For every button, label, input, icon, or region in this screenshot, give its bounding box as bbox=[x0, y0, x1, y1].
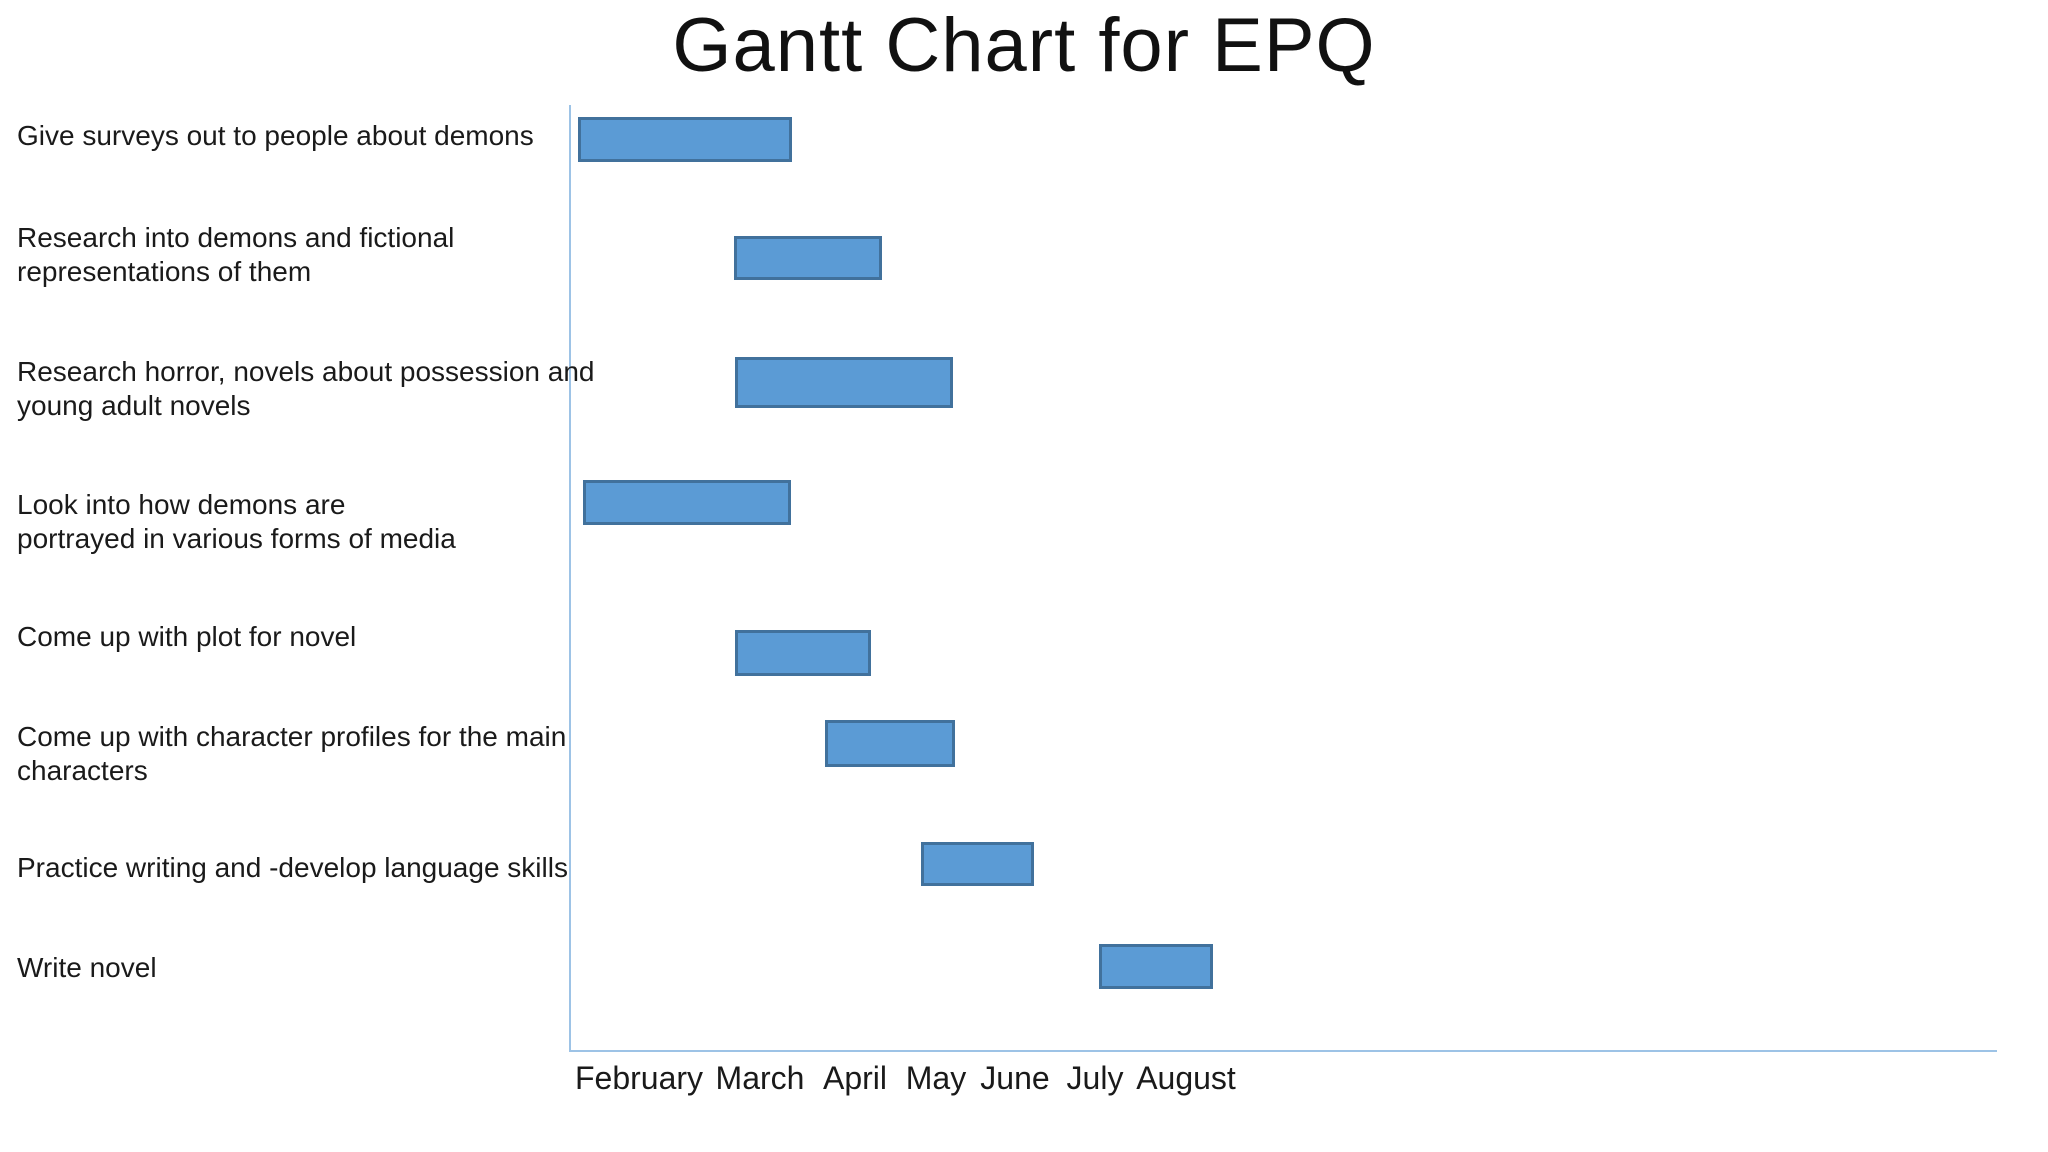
gantt-bar bbox=[734, 236, 882, 280]
x-axis-tick-label: May bbox=[905, 1060, 967, 1096]
x-axis-tick-label: February bbox=[574, 1060, 704, 1096]
x-axis-tick-label: June bbox=[980, 1060, 1050, 1096]
task-label: Give surveys out to people about demons bbox=[17, 120, 534, 151]
x-axis-tick-label: April bbox=[822, 1060, 888, 1096]
gantt-bar bbox=[735, 630, 871, 676]
task-label: Come up with character profiles for the … bbox=[17, 721, 567, 786]
y-axis-line bbox=[569, 105, 571, 1051]
task-label: Research into demons and fictional repres… bbox=[17, 222, 455, 287]
task-label: Look into how demons are portrayed in var… bbox=[17, 489, 456, 554]
gantt-bar bbox=[921, 842, 1034, 886]
gantt-bar bbox=[1099, 944, 1213, 989]
gantt-bar bbox=[583, 480, 791, 525]
gantt-bar bbox=[825, 720, 955, 767]
gantt-bar bbox=[578, 117, 792, 162]
task-label: Practice writing and -develop language s… bbox=[17, 852, 568, 883]
x-axis-tick-label: August bbox=[1136, 1060, 1236, 1096]
task-label: Come up with plot for novel bbox=[17, 621, 357, 652]
x-axis-line bbox=[569, 1050, 1997, 1052]
x-axis-tick-label: March bbox=[715, 1060, 805, 1096]
x-axis-tick-label: July bbox=[1066, 1060, 1124, 1096]
task-label: Research horror, novels about possession… bbox=[17, 356, 595, 421]
gantt-bar bbox=[735, 357, 953, 408]
task-label: Write novel bbox=[17, 952, 157, 983]
chart-title: Gantt Chart for EPQ bbox=[672, 3, 1376, 88]
